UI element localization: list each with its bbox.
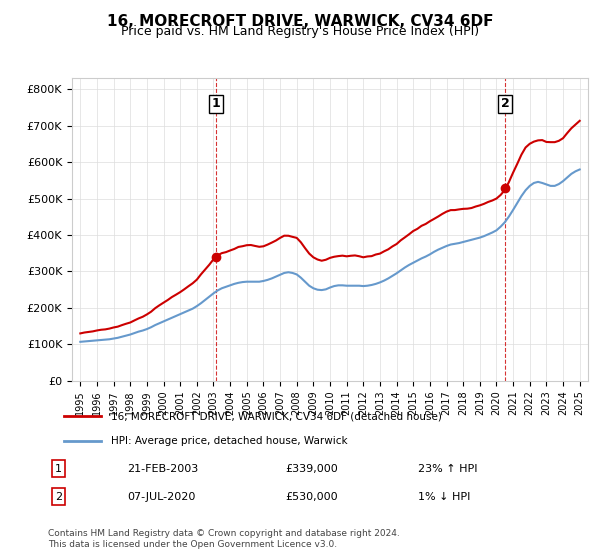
Text: 21-FEB-2003: 21-FEB-2003 xyxy=(127,464,199,474)
Text: Contains HM Land Registry data © Crown copyright and database right 2024.
This d: Contains HM Land Registry data © Crown c… xyxy=(48,529,400,549)
Text: HPI: Average price, detached house, Warwick: HPI: Average price, detached house, Warw… xyxy=(112,436,348,446)
Text: £339,000: £339,000 xyxy=(286,464,338,474)
Text: 23% ↑ HPI: 23% ↑ HPI xyxy=(418,464,477,474)
Text: 1: 1 xyxy=(211,97,220,110)
Text: 16, MORECROFT DRIVE, WARWICK, CV34 6DF: 16, MORECROFT DRIVE, WARWICK, CV34 6DF xyxy=(107,14,493,29)
Text: 07-JUL-2020: 07-JUL-2020 xyxy=(127,492,196,502)
Text: 2: 2 xyxy=(55,492,62,502)
Text: Price paid vs. HM Land Registry's House Price Index (HPI): Price paid vs. HM Land Registry's House … xyxy=(121,25,479,38)
Text: 16, MORECROFT DRIVE, WARWICK, CV34 6DF (detached house): 16, MORECROFT DRIVE, WARWICK, CV34 6DF (… xyxy=(112,411,442,421)
Text: 1% ↓ HPI: 1% ↓ HPI xyxy=(418,492,470,502)
Text: 1: 1 xyxy=(55,464,62,474)
Text: 2: 2 xyxy=(501,97,509,110)
Text: £530,000: £530,000 xyxy=(286,492,338,502)
